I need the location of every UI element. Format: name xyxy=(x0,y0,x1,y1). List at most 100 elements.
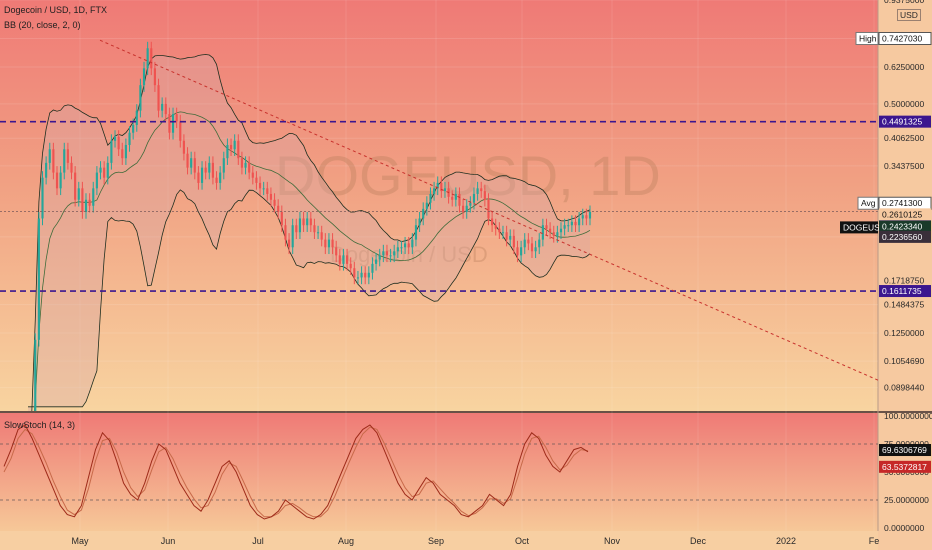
candle-body xyxy=(190,158,193,168)
price-tag-high-bg xyxy=(878,31,932,45)
candle-body xyxy=(84,199,88,212)
currency-label[interactable]: USD xyxy=(897,9,921,21)
stoch-legend[interactable]: SlowStoch (14, 3) xyxy=(4,420,76,430)
candle-body xyxy=(567,225,570,227)
candle-body xyxy=(45,162,48,178)
price-tag-upper-level-bg xyxy=(879,115,931,128)
candle-body xyxy=(273,199,276,206)
price-axis-bg[interactable] xyxy=(878,0,932,550)
price-tick-label: 0.0898440 xyxy=(884,383,924,393)
candle-body xyxy=(480,188,483,192)
time-tick-label: Nov xyxy=(604,536,621,546)
price-tag-lower-level-bg xyxy=(879,285,931,298)
candle-body xyxy=(545,225,548,229)
candle-body xyxy=(258,182,262,189)
candle-body xyxy=(124,144,127,159)
time-tick-label: Sep xyxy=(428,536,444,546)
candle-body xyxy=(516,247,519,256)
candle-body xyxy=(534,247,537,252)
candle-body xyxy=(483,191,486,200)
candle-body xyxy=(215,177,218,183)
candle-body xyxy=(520,247,523,256)
candle-body xyxy=(356,277,360,279)
candle-body xyxy=(327,239,331,248)
time-axis-bg[interactable] xyxy=(0,531,878,550)
candle-body xyxy=(161,103,164,111)
candle-body xyxy=(113,136,117,141)
candle-body xyxy=(505,232,508,240)
candle-body xyxy=(552,232,555,236)
candle-body xyxy=(164,103,167,115)
grid xyxy=(0,0,878,531)
candle-body xyxy=(59,172,62,189)
time-tick-label: Dec xyxy=(690,536,707,546)
candle-body xyxy=(509,235,512,240)
candle-body xyxy=(193,158,196,173)
stoch-k-tag-text: 69.6306769 xyxy=(882,445,927,455)
candle-body xyxy=(487,199,490,219)
candle-body xyxy=(280,211,283,226)
candle-body xyxy=(443,188,447,192)
candle-body xyxy=(186,153,189,168)
candle-body xyxy=(146,48,149,69)
candle-body xyxy=(491,218,494,226)
label-avg-text: Avg xyxy=(861,198,876,208)
time-axis: May Jun Jul Aug Sep Oct Nov Dec 2022 Fe xyxy=(71,536,879,546)
candle-body xyxy=(92,188,95,206)
stoch-pane-bg xyxy=(0,413,878,531)
candle-body xyxy=(418,218,421,226)
price-tag-2423-bg xyxy=(879,220,931,233)
candle-body xyxy=(324,239,327,248)
candle-body xyxy=(37,218,40,340)
candle-body xyxy=(353,268,356,278)
stoch-tick-label: 0.0000000 xyxy=(884,523,924,533)
candle-body xyxy=(204,167,207,173)
candle-body xyxy=(494,225,497,229)
candle-body xyxy=(382,251,385,256)
candle-body xyxy=(371,263,374,273)
price-tick-label: 0.1718750 xyxy=(884,275,924,285)
candle-body xyxy=(248,162,251,173)
candle-body xyxy=(422,208,425,219)
candle-body xyxy=(200,167,204,183)
bb-upper xyxy=(31,54,591,411)
candle-body xyxy=(48,149,51,163)
time-tick-label: Jul xyxy=(252,536,264,546)
candle-body xyxy=(168,114,171,133)
candle-body xyxy=(70,162,73,173)
candle-body xyxy=(360,272,363,278)
symbol-legend[interactable]: Dogecoin / USD, 1D, FTX xyxy=(4,5,108,15)
candle-body xyxy=(226,144,229,159)
candle-body xyxy=(63,149,66,173)
time-tick-label: Fe xyxy=(869,536,880,546)
candle-body xyxy=(512,235,515,248)
candle-body xyxy=(208,162,211,173)
candle-body xyxy=(433,188,436,194)
candle-body xyxy=(538,239,541,248)
candle-body xyxy=(338,255,341,264)
candle-body xyxy=(400,247,403,249)
candle-body xyxy=(150,48,153,69)
candle-body xyxy=(476,188,479,194)
candle-body xyxy=(157,85,160,111)
candle-body xyxy=(106,162,109,178)
price-tag-2610-text: 0.2610125 xyxy=(882,209,922,219)
stoch-tick-label: 100.0000000 xyxy=(884,411,932,421)
candle-body xyxy=(182,140,185,154)
candle-body xyxy=(414,225,418,240)
candle-body xyxy=(563,225,566,229)
candle-body xyxy=(306,218,309,226)
price-tag-lower-level-text: 0.1611735 xyxy=(882,286,922,296)
candle-body xyxy=(244,162,247,168)
candle-body xyxy=(385,251,389,256)
bb-legend[interactable]: BB (20, close, 2, 0) xyxy=(4,20,81,30)
stoch-k-tag-bg xyxy=(879,444,931,457)
candle-body xyxy=(454,193,457,200)
watermark-ticker: DOGEUSD, 1D xyxy=(275,144,661,207)
candle-body xyxy=(429,193,432,203)
candle-body xyxy=(501,232,505,234)
label-symbol-bg xyxy=(840,221,878,234)
